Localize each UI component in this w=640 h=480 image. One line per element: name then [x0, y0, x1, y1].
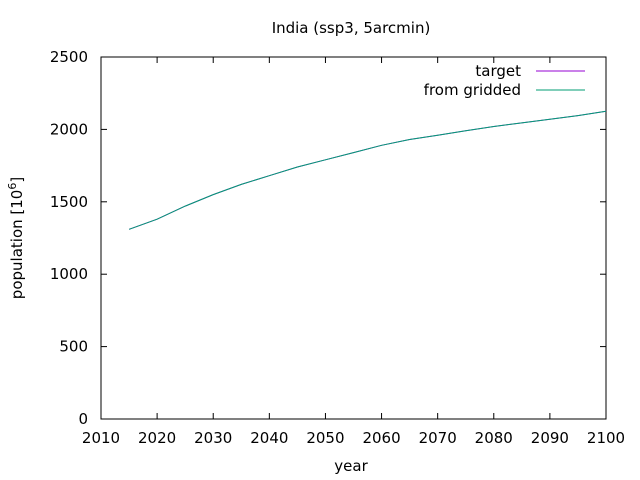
y-tick-label: 2500 — [50, 48, 88, 66]
x-tick-label: 2080 — [475, 429, 513, 447]
y-axis: 0 500 1000 1500 2000 2500 — [50, 48, 606, 428]
x-tick-label: 2020 — [138, 429, 176, 447]
x-axis: 2010 2020 2030 2040 2050 2060 2070 2080 2090 2100 — [82, 57, 625, 447]
legend-label: from gridded — [424, 81, 521, 99]
legend-label: target — [475, 62, 521, 80]
x-tick-label: 2010 — [82, 429, 120, 447]
x-tick-label: 2100 — [587, 429, 625, 447]
x-tick-label: 2060 — [362, 429, 400, 447]
y-tick-label: 500 — [59, 338, 88, 356]
series-line-from-gridded — [128, 110, 607, 230]
x-tick-label: 2040 — [250, 429, 288, 447]
y-tick-label: 1000 — [50, 265, 88, 283]
y-axis-title-prefix: population [10 — [8, 190, 26, 300]
y-tick-label: 0 — [78, 410, 88, 428]
x-tick-label: 2070 — [419, 429, 457, 447]
y-axis-title-exponent: 6 — [6, 183, 19, 190]
y-axis-title-suffix: ] — [8, 177, 26, 183]
chart-title: India (ssp3, 5arcmin) — [272, 19, 431, 37]
series-lines — [128, 110, 607, 230]
x-tick-label: 2050 — [306, 429, 344, 447]
series-line-target — [128, 110, 607, 230]
y-tick-label: 2000 — [50, 120, 88, 138]
y-axis-title: population [106] — [6, 177, 27, 299]
x-axis-title: year — [334, 457, 368, 475]
plot-area-frame — [100, 56, 607, 420]
x-tick-label: 2030 — [194, 429, 232, 447]
x-tick-label: 2090 — [531, 429, 569, 447]
y-tick-label: 1500 — [50, 193, 88, 211]
